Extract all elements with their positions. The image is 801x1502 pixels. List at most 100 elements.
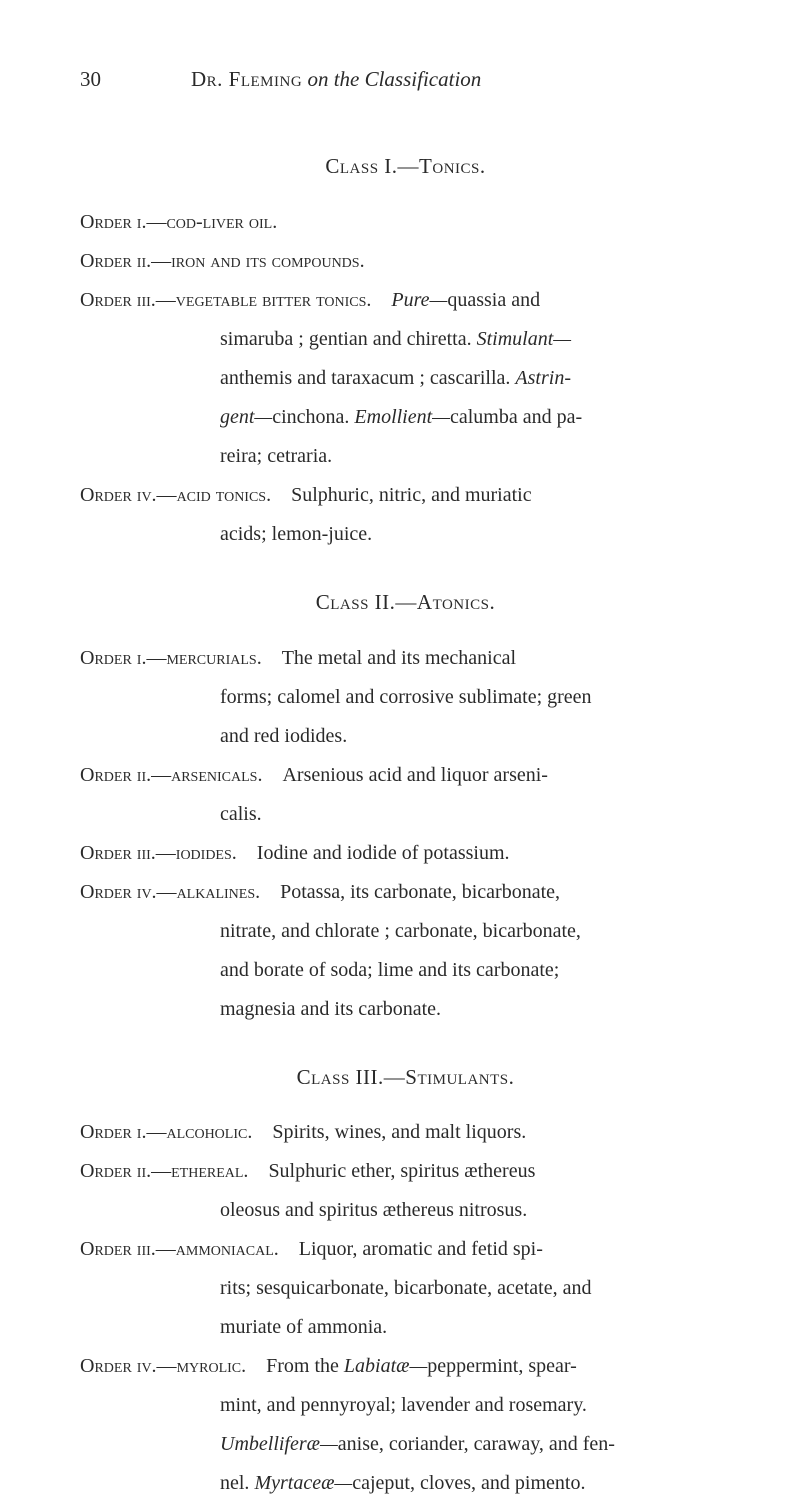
order-entry: Order iv.—alkalines. Potassa, its carbon… [80, 874, 731, 911]
order-continuation: calis. [80, 796, 731, 833]
order-label: Order iii.— [80, 1238, 176, 1260]
body-text: Liquor, aromatic and fetid spi- [299, 1238, 543, 1260]
class-3-name: Stimulants. [405, 1065, 514, 1089]
order-entry: Order i.—alcoholic. Spirits, wines, and … [80, 1114, 731, 1151]
body-text: Spirits, wines, and malt liquors. [272, 1121, 526, 1143]
body-text: calis. [220, 803, 262, 825]
order-continuation: nitrate, and chlorate ; carbonate, bicar… [80, 913, 731, 950]
order-label: Order i.— [80, 647, 166, 669]
order-continuation: muriate of ammonia. [80, 1309, 731, 1346]
order-continuation: magnesia and its carbonate. [80, 991, 731, 1028]
order-continuation: oleosus and spiritus æthereus nitrosus. [80, 1192, 731, 1229]
order-label: Order iii.— [80, 289, 176, 311]
body-text: Sulphuric, nitric, and muriatic [291, 484, 532, 506]
order-continuation: and borate of soda; lime and its carbona… [80, 952, 731, 989]
body-text: oleosus and spiritus æthereus nitrosus. [220, 1199, 527, 1221]
body-text: and borate of soda; lime and its carbona… [220, 959, 559, 981]
order-continuation: acids; lemon-juice. [80, 516, 731, 553]
order-continuation: nel. Myrtaceæ—cajeput, cloves, and pimen… [80, 1465, 731, 1502]
class-1-name: Tonics. [419, 154, 486, 178]
body-text [267, 764, 282, 786]
running-title-prefix: Dr. Fleming [191, 67, 302, 91]
class-3-heading: Class III.—Stimulants. [80, 1058, 731, 1097]
order-label: Order ii.— [80, 1160, 171, 1182]
order-label: Order ii.— [80, 250, 171, 272]
order-entry: Order ii.—arsenicals. Arsenious acid and… [80, 757, 731, 794]
order-entry: Order iii.—vegetable bitter tonics. Pure… [80, 282, 731, 319]
body-text [376, 289, 391, 311]
order-entry: Order i.—mercurials. The metal and its m… [80, 640, 731, 677]
order-continuation: Umbelliferæ—anise, coriander, caraway, a… [80, 1426, 731, 1463]
order-name: iron and its compounds. [171, 250, 364, 272]
body-text: anthemis and taraxacum ; cascarilla. [220, 367, 515, 389]
body-text: calumba and pa- [450, 406, 582, 428]
order-name: alkalines. [177, 881, 261, 903]
order-continuation: simaruba ; gentian and chiretta. Stimula… [80, 321, 731, 358]
class-1-heading: Class I.—Tonics. [80, 147, 731, 186]
body-italic: Emollient— [354, 406, 450, 428]
body-text: simaruba ; gentian and chiretta. [220, 328, 477, 350]
order-name: arsenicals. [171, 764, 262, 786]
body-text: nel. [220, 1472, 254, 1494]
order-label: Order i.— [80, 1121, 166, 1143]
order-continuation: gent—cinchona. Emollient—calumba and pa- [80, 399, 731, 436]
order-name: ammoniacal. [176, 1238, 279, 1260]
body-text: From the [266, 1355, 344, 1377]
body-italic: gent— [220, 406, 272, 428]
body-italic: Myrtaceæ— [254, 1472, 352, 1494]
body-text: Iodine and iodide of potassium. [257, 842, 510, 864]
body-text: Sulphuric ether, spiritus æthereus [268, 1160, 535, 1182]
running-title: Dr. Fleming on the Classification [191, 60, 481, 99]
body-text: Arsenious acid and liquor arseni- [282, 764, 547, 786]
body-text [253, 1160, 268, 1182]
order-label: Order iv.— [80, 1355, 177, 1377]
order-name: vegetable bitter tonics. [176, 289, 372, 311]
class-2-prefix: Class II.— [316, 590, 417, 614]
body-text: acids; lemon-juice. [220, 523, 372, 545]
order-label: Order iii.— [80, 842, 176, 864]
body-text: peppermint, spear- [427, 1355, 577, 1377]
order-name: iodides. [176, 842, 237, 864]
body-text: cinchona. [272, 406, 354, 428]
body-text [242, 842, 257, 864]
order-entry: Order iv.—acid tonics. Sulphuric, nitric… [80, 477, 731, 514]
order-label: Order i.— [80, 211, 166, 233]
order-name: acid tonics. [177, 484, 272, 506]
page-header: 30 Dr. Fleming on the Classification [80, 60, 731, 99]
order-entry: Order iv.—myrolic. From the Labiatæ—pepp… [80, 1348, 731, 1385]
order-entry: Order ii.—ethereal. Sulphuric ether, spi… [80, 1153, 731, 1190]
class-1-prefix: Class I.— [325, 154, 419, 178]
order-continuation: forms; calomel and corrosive sublimate; … [80, 679, 731, 716]
order-name: alcoholic. [166, 1121, 252, 1143]
body-text [251, 1355, 266, 1377]
class-2-name: Atonics. [417, 590, 495, 614]
page-number: 30 [80, 60, 101, 99]
body-italic: Stimulant— [477, 328, 571, 350]
order-continuation: mint, and pennyroyal; lavender and rosem… [80, 1387, 731, 1424]
body-text [257, 1121, 272, 1143]
order-continuation: anthemis and taraxacum ; cascarilla. Ast… [80, 360, 731, 397]
order-continuation: rits; sesquicarbonate, bicarbonate, acet… [80, 1270, 731, 1307]
order-name: mercurials. [166, 647, 261, 669]
body-italic: Umbelliferæ— [220, 1433, 338, 1455]
body-italic: Astrin- [515, 367, 571, 389]
body-text: Potassa, its carbonate, bicarbonate, [280, 881, 560, 903]
order-name: myrolic. [177, 1355, 247, 1377]
class-3-prefix: Class III.— [297, 1065, 406, 1089]
running-title-italic: on the Classification [302, 67, 481, 91]
class-2-heading: Class II.—Atonics. [80, 583, 731, 622]
body-text: anise, coriander, caraway, and fen- [338, 1433, 615, 1455]
body-text: rits; sesquicarbonate, bicarbonate, acet… [220, 1277, 592, 1299]
body-text: muriate of ammonia. [220, 1316, 387, 1338]
body-italic: Labiatæ— [344, 1355, 427, 1377]
body-text [267, 647, 282, 669]
body-text: reira; cetraria. [220, 445, 332, 467]
order-label: Order iv.— [80, 484, 177, 506]
body-text [265, 881, 280, 903]
order-entry: Order iii.—ammoniacal. Liquor, aromatic … [80, 1231, 731, 1268]
body-text: cajeput, cloves, and pimento. [352, 1472, 585, 1494]
body-text [284, 1238, 299, 1260]
body-text: magnesia and its carbonate. [220, 998, 441, 1020]
order-continuation: and red iodides. [80, 718, 731, 755]
order-label: Order ii.— [80, 764, 171, 786]
